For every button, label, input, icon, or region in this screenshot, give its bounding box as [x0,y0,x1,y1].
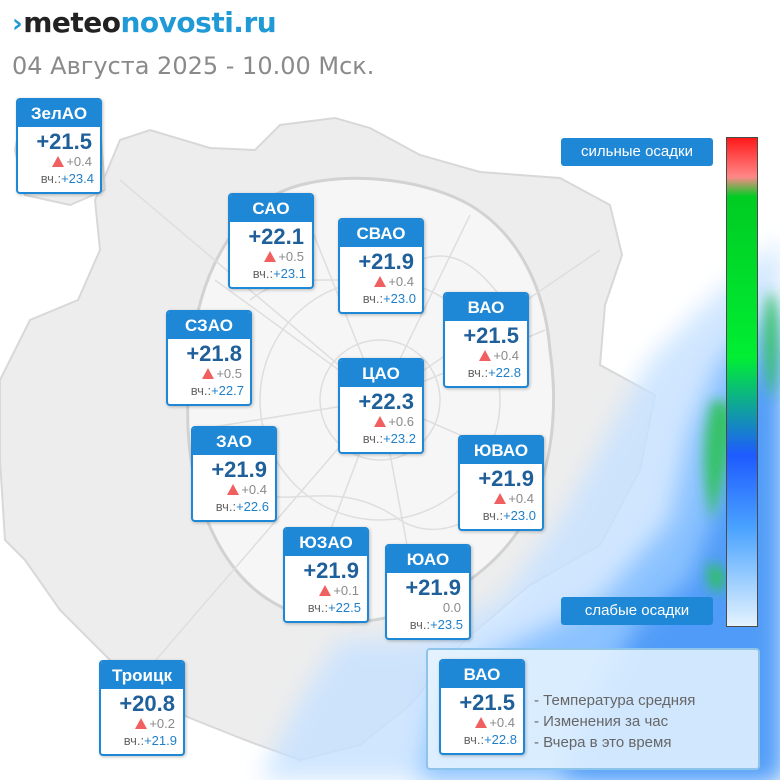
temperature-value: +21.8 [186,341,242,366]
district-card-troitsk[interactable]: Троицк +20.8 +0.2 вч.:+21.9 [99,660,185,756]
yesterday-label: вч.: [40,171,62,186]
triangle-up-icon [202,368,215,379]
temperature-value: +21.9 [405,575,461,600]
district-name: САО [230,195,312,222]
yesterday-label: вч.: [482,508,504,523]
hourly-change: +0.4 [241,482,267,497]
temperature-value: +20.8 [119,691,175,716]
hourly-change: +0.1 [333,583,359,598]
hourly-change: 0.0 [442,600,461,615]
hourly-change: +0.2 [149,716,175,731]
triangle-up-icon [494,493,507,504]
yesterday-value: +23.4 [61,171,94,186]
district-name: ЗелАО [18,100,100,127]
yesterday-value: +23.5 [430,617,463,632]
yesterday-value: +22.8 [488,365,521,380]
hourly-change: +0.5 [278,249,304,264]
triangle-up-icon [319,585,332,596]
hourly-change: +0.4 [489,715,515,730]
district-card-zelao[interactable]: ЗелАО +21.5 +0.4 вч.:+23.4 [16,98,102,194]
district-name: СВАО [340,220,422,247]
district-card-sao[interactable]: САО +22.1 +0.5 вч.:+23.1 [228,193,314,289]
district-name: Троицк [101,662,183,689]
temperature-value: +22.1 [248,224,304,249]
district-card-yuao[interactable]: ЮАО +21.9 0.0 вч.:+23.5 [385,544,471,640]
temperature-value: +21.5 [36,129,92,154]
precipitation-scale-bar [726,137,758,627]
district-name: ВАО [445,294,527,321]
district-card-cao[interactable]: ЦАО +22.3 +0.6 вч.:+23.2 [338,358,424,454]
yesterday-label: вч.: [409,617,431,632]
temperature-value: +21.9 [478,466,534,491]
district-card-yuzao[interactable]: ЮЗАО +21.9 +0.1 вч.:+22.5 [283,527,369,623]
yesterday-label: вч.: [252,266,274,281]
yesterday-label: вч.: [307,600,329,615]
yesterday-value: +23.0 [383,291,416,306]
yesterday-label: вч.: [190,383,212,398]
district-card-vao[interactable]: ВАО +21.5 +0.4 вч.:+22.8 [443,292,529,388]
logo-mark: › [12,9,23,39]
yesterday-label: вч.: [467,365,489,380]
district-name: СЗАО [168,312,250,339]
district-card-svao[interactable]: СВАО +21.9 +0.4 вч.:+23.0 [338,218,424,314]
legend-line-change: - Изменения за час [534,713,669,730]
yesterday-label: вч.: [362,291,384,306]
triangle-up-icon [374,276,387,287]
hourly-change: +0.4 [493,348,519,363]
triangle-up-icon [374,416,387,427]
district-name: ЮЗАО [285,529,367,556]
yesterday-value: +23.0 [503,508,536,523]
site-logo[interactable]: ›meteonovosti.ru [12,6,277,39]
temperature-value: +22.3 [358,389,414,414]
legend-sample-card: ВАО +21.5 +0.4 вч.:+22.8 [439,659,525,755]
temperature-value: +21.5 [459,690,515,715]
temperature-value: +21.5 [463,323,519,348]
triangle-up-icon [227,484,240,495]
district-card-zao[interactable]: ЗАО +21.9 +0.4 вч.:+22.6 [191,426,277,522]
district-card-szao[interactable]: СЗАО +21.8 +0.5 вч.:+22.7 [166,310,252,406]
district-name: ЮАО [387,546,469,573]
legend-line-yesterday: - Вчера в это время [534,734,672,751]
triangle-up-icon [135,718,148,729]
temperature-value: +21.9 [358,249,414,274]
yesterday-value: +22.6 [236,499,269,514]
triangle-up-icon [479,350,492,361]
temperature-value: +21.9 [303,558,359,583]
hourly-change: +0.4 [388,274,414,289]
hourly-change: +0.5 [216,366,242,381]
yesterday-value: +21.9 [144,733,177,748]
temperature-value: +21.9 [211,457,267,482]
district-name: ЦАО [340,360,422,387]
district-card-yuvao[interactable]: ЮВАО +21.9 +0.4 вч.:+23.0 [458,435,544,531]
hourly-change: +0.4 [66,154,92,169]
legend-line-temperature: - Температура средняя [534,692,696,709]
logo-text-meteo: meteo [23,6,121,39]
district-name: ВАО [441,661,523,688]
hourly-change: +0.6 [388,414,414,429]
triangle-up-icon [475,717,488,728]
yesterday-value: +22.5 [328,600,361,615]
yesterday-value: +22.8 [484,732,517,747]
triangle-up-icon [52,156,65,167]
logo-text-novosti: novosti.ru [120,6,277,39]
district-name: ЗАО [193,428,275,455]
district-name: ЮВАО [460,437,542,464]
yesterday-value: +22.7 [211,383,244,398]
yesterday-label: вч.: [215,499,237,514]
hourly-change: +0.4 [508,491,534,506]
yesterday-label: вч.: [362,431,384,446]
yesterday-value: +23.1 [273,266,306,281]
precip-label-strong: сильные осадки [561,138,713,166]
triangle-up-icon [264,251,277,262]
yesterday-value: +23.2 [383,431,416,446]
yesterday-label: вч.: [123,733,145,748]
yesterday-label: вч.: [463,732,485,747]
legend-descriptions: - Температура средняя - Изменения за час… [534,690,695,753]
forecast-datetime: 04 Августа 2025 - 10.00 Мск. [12,52,375,80]
precip-label-weak: слабые осадки [561,597,713,625]
